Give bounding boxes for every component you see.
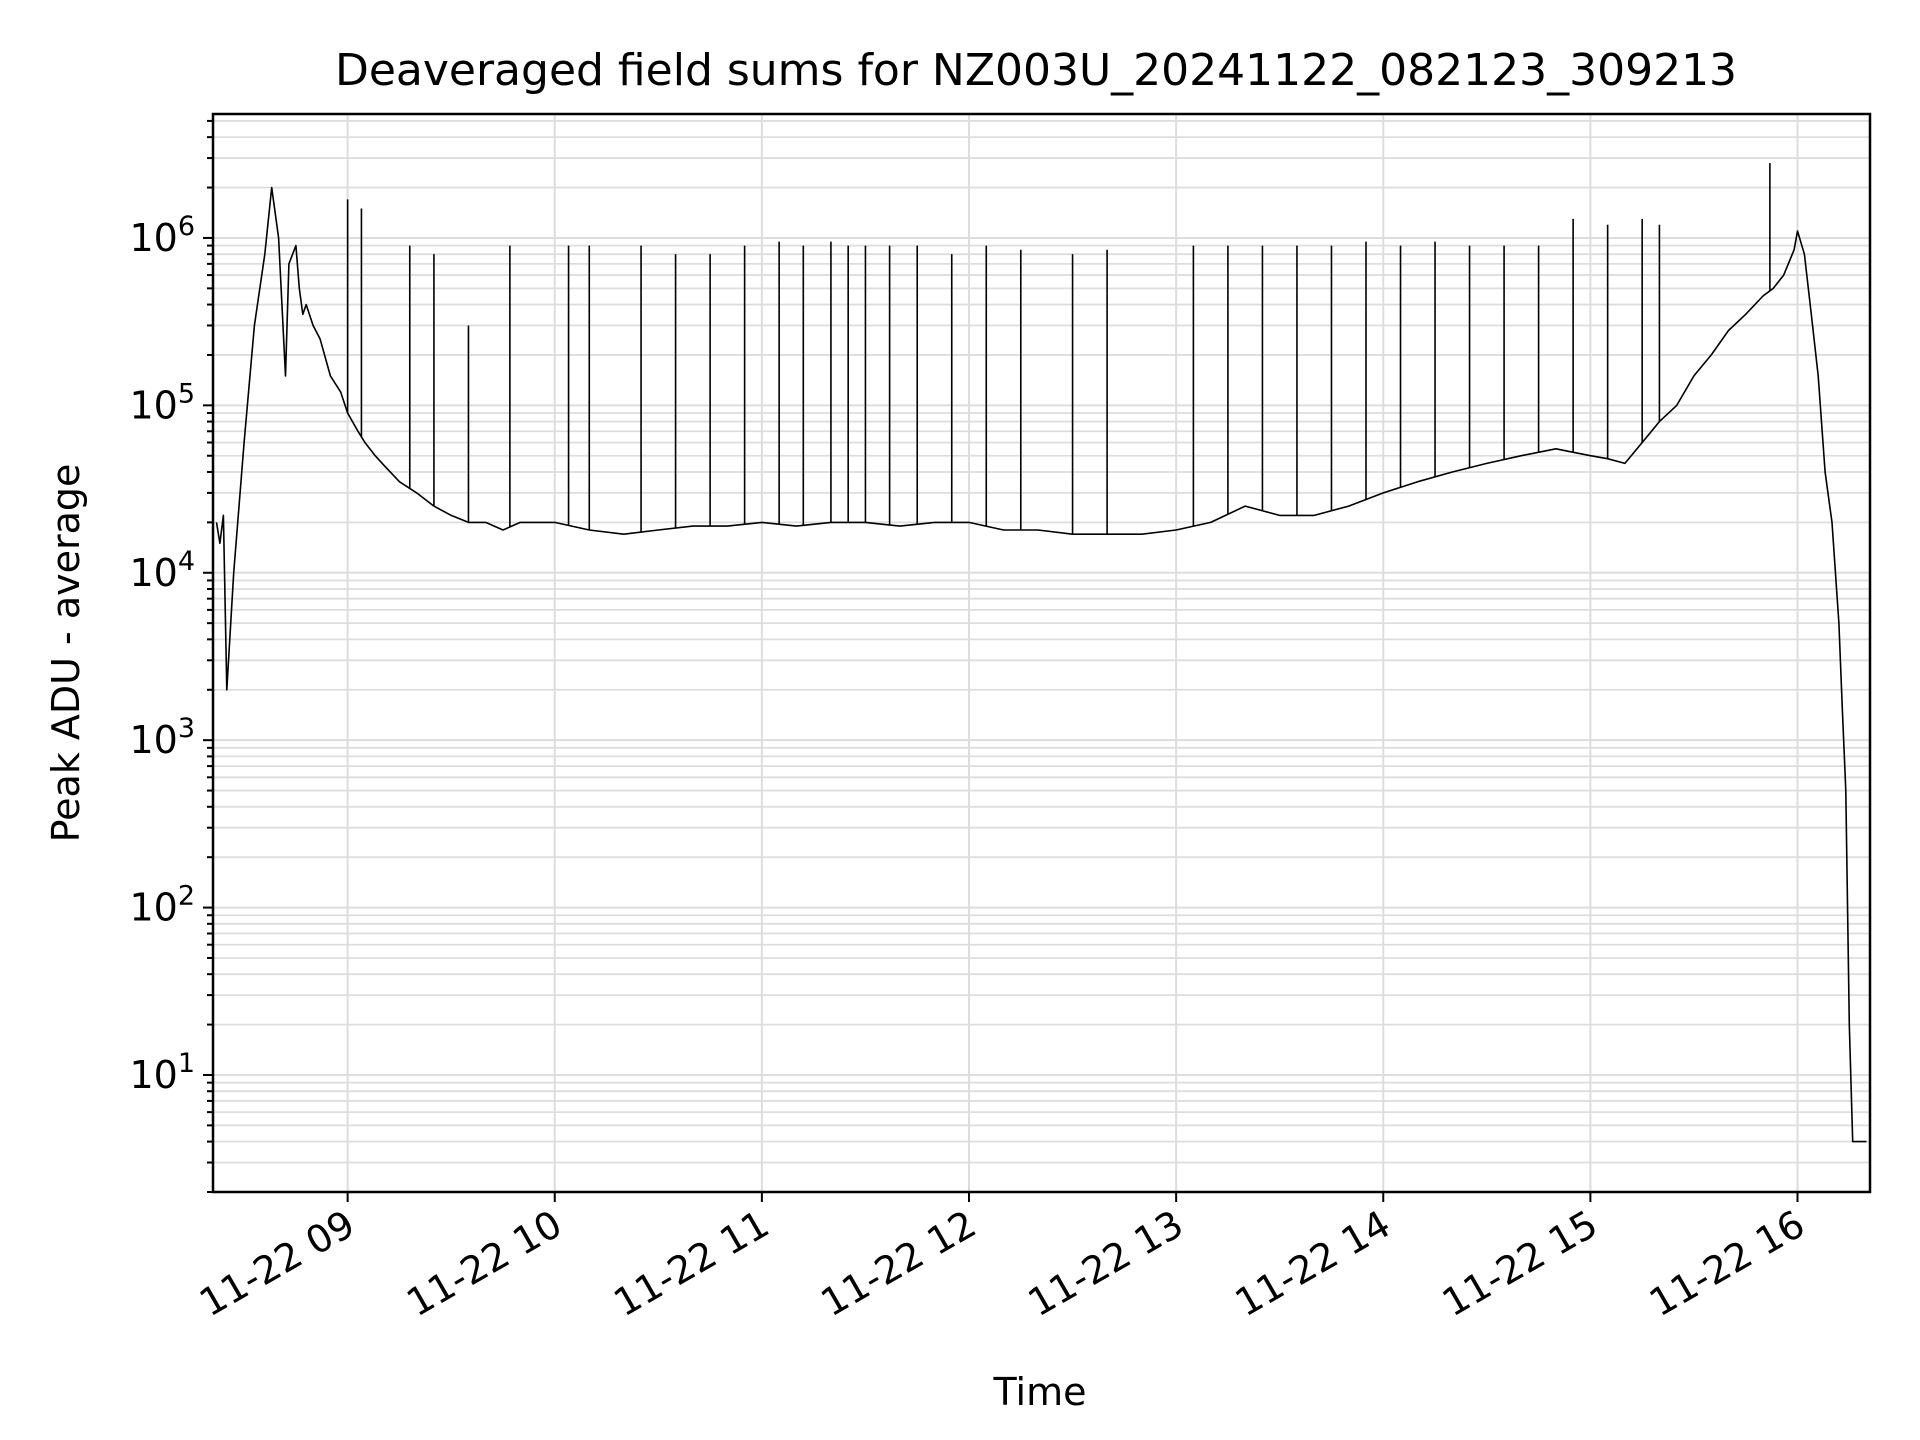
chart-title: Deaveraged field sums for NZ003U_2024112… [335, 45, 1737, 96]
y-tick-label: 105 [129, 378, 195, 427]
x-tick-label: 11-22 15 [1435, 1202, 1605, 1326]
y-tick-label: 106 [129, 211, 195, 260]
x-tick-label: 11-22 14 [1228, 1202, 1398, 1326]
x-tick-label: 11-22 16 [1642, 1202, 1812, 1326]
x-tick-label: 11-22 09 [192, 1202, 362, 1326]
x-tick-label: 11-22 10 [399, 1202, 569, 1326]
x-tick-label: 11-22 13 [1021, 1202, 1191, 1326]
grid-lines [213, 114, 1870, 1193]
y-tick-label: 102 [129, 881, 195, 930]
y-tick-label: 103 [129, 713, 195, 762]
y-axis-label: Peak ADU - average [44, 464, 88, 843]
series-line [215, 186, 1867, 1143]
x-tick-label: 11-22 11 [606, 1202, 776, 1326]
x-axis-label: Time [993, 1370, 1087, 1414]
series-layer [215, 163, 1867, 1143]
plot-frame [211, 112, 1872, 1194]
x-tick-label: 11-22 12 [814, 1202, 984, 1326]
y-tick-label: 101 [129, 1048, 195, 1097]
y-tick-label: 104 [129, 546, 195, 595]
axis-ticks: 11-22 09 11-22 10 11-22 11 11-22 12 11-22 13… [129, 119, 1812, 1326]
